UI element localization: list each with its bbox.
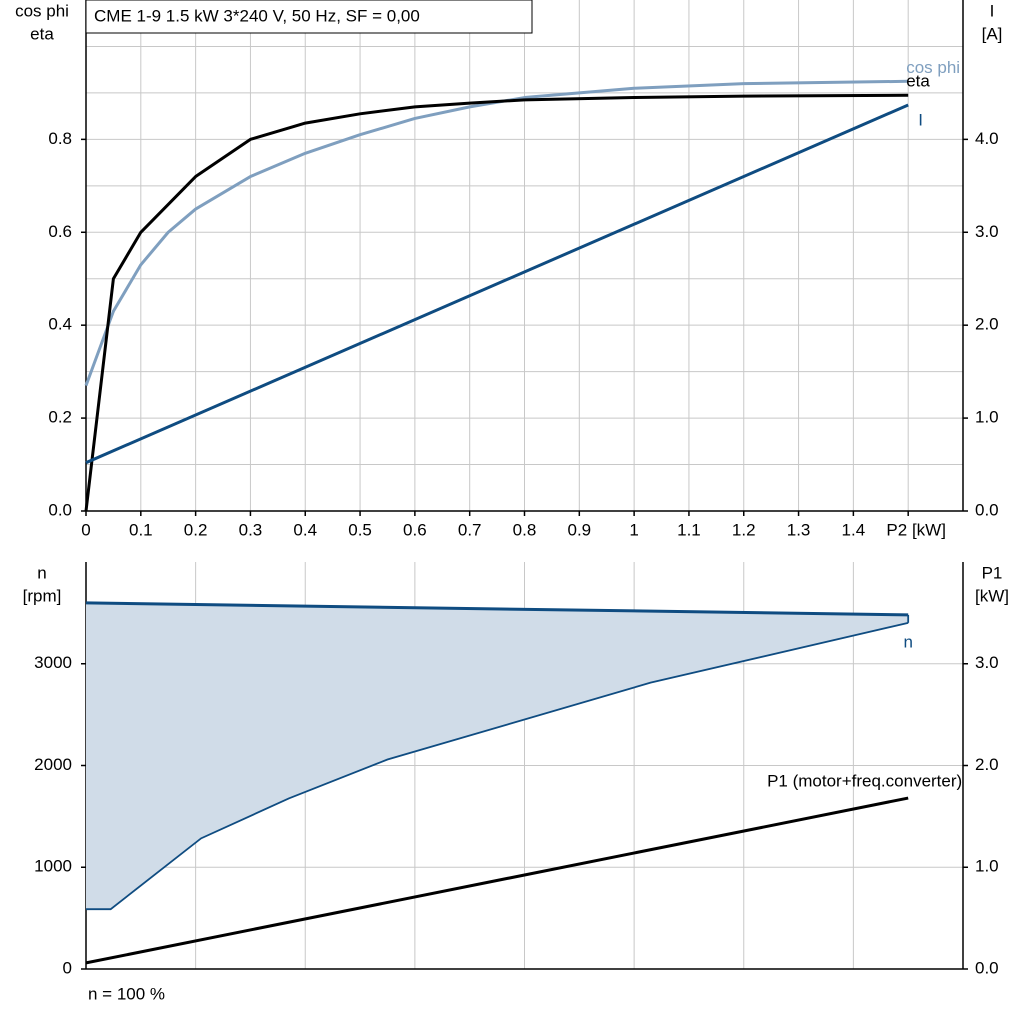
- y2-tick-label: 1.0: [975, 857, 999, 876]
- y2-axis-label: [kW]: [975, 586, 1009, 605]
- series-label: cos phi: [906, 58, 960, 77]
- chart-title: CME 1-9 1.5 kW 3*240 V, 50 Hz, SF = 0,00: [94, 6, 420, 25]
- x-tick-label: 1: [629, 520, 638, 539]
- y-tick-label: 2000: [34, 755, 72, 774]
- series-line: [85, 103, 909, 465]
- y2-axis-label: P1: [982, 563, 1003, 582]
- x-tick-label: 0.6: [403, 520, 427, 539]
- x-tick-label: 1.1: [677, 520, 701, 539]
- y2-tick-label: 4.0: [975, 129, 999, 148]
- y-tick-label: 0.0: [48, 500, 72, 519]
- x-tick-label: 0.1: [129, 520, 153, 539]
- y2-tick-label: 2.0: [975, 315, 999, 334]
- x-tick-label: 0.9: [567, 520, 591, 539]
- x-tick-label: 1.4: [842, 520, 866, 539]
- series-label: eta: [906, 72, 930, 91]
- y-axis-label: n: [37, 563, 46, 582]
- y2-tick-label: 0.0: [975, 500, 999, 519]
- y2-tick-label: 2.0: [975, 755, 999, 774]
- y-tick-label: 0.2: [48, 408, 72, 427]
- y-tick-label: 3000: [34, 653, 72, 672]
- y2-axis-label: [A]: [982, 24, 1003, 43]
- series-label: P1 (motor+freq.converter): [767, 772, 962, 791]
- series-line: [84, 93, 909, 512]
- y-axis-label: cos phi: [15, 1, 69, 20]
- y-axis-label: [rpm]: [23, 586, 62, 605]
- x-tick-label: 0.4: [293, 520, 317, 539]
- band-lower-line: [86, 621, 909, 911]
- x-tick-label: 0.2: [184, 520, 208, 539]
- y-tick-label: 0.6: [48, 222, 72, 241]
- y2-tick-label: 0.0: [975, 958, 999, 977]
- footer-note: n = 100 %: [88, 984, 165, 1003]
- series-label: n: [903, 632, 912, 651]
- x-tick-label: 0.7: [458, 520, 482, 539]
- y2-tick-label: 3.0: [975, 222, 999, 241]
- series-line: [85, 601, 909, 617]
- y-tick-label: 1000: [34, 857, 72, 876]
- x-tick-label: 0.3: [239, 520, 263, 539]
- x-tick-label: 0.8: [513, 520, 537, 539]
- series-label: I: [918, 110, 923, 129]
- band-fill: [86, 602, 909, 910]
- y2-tick-label: 3.0: [975, 653, 999, 672]
- y2-tick-label: 1.0: [975, 408, 999, 427]
- x-tick-label: 1.3: [787, 520, 811, 539]
- y-tick-label: 0: [63, 958, 72, 977]
- y-axis-label: eta: [30, 24, 54, 43]
- y-tick-label: 0.4: [48, 315, 72, 334]
- x-tick-label: 0.5: [348, 520, 372, 539]
- x-tick-label: P2 [kW]: [886, 520, 946, 539]
- title-box: [85, 0, 533, 34]
- series-line: [84, 79, 909, 387]
- y-tick-label: 0.8: [48, 129, 72, 148]
- series-line: [85, 796, 909, 965]
- x-tick-label: 1.2: [732, 520, 756, 539]
- x-tick-label: 0: [81, 520, 90, 539]
- y2-axis-label: I: [990, 1, 995, 20]
